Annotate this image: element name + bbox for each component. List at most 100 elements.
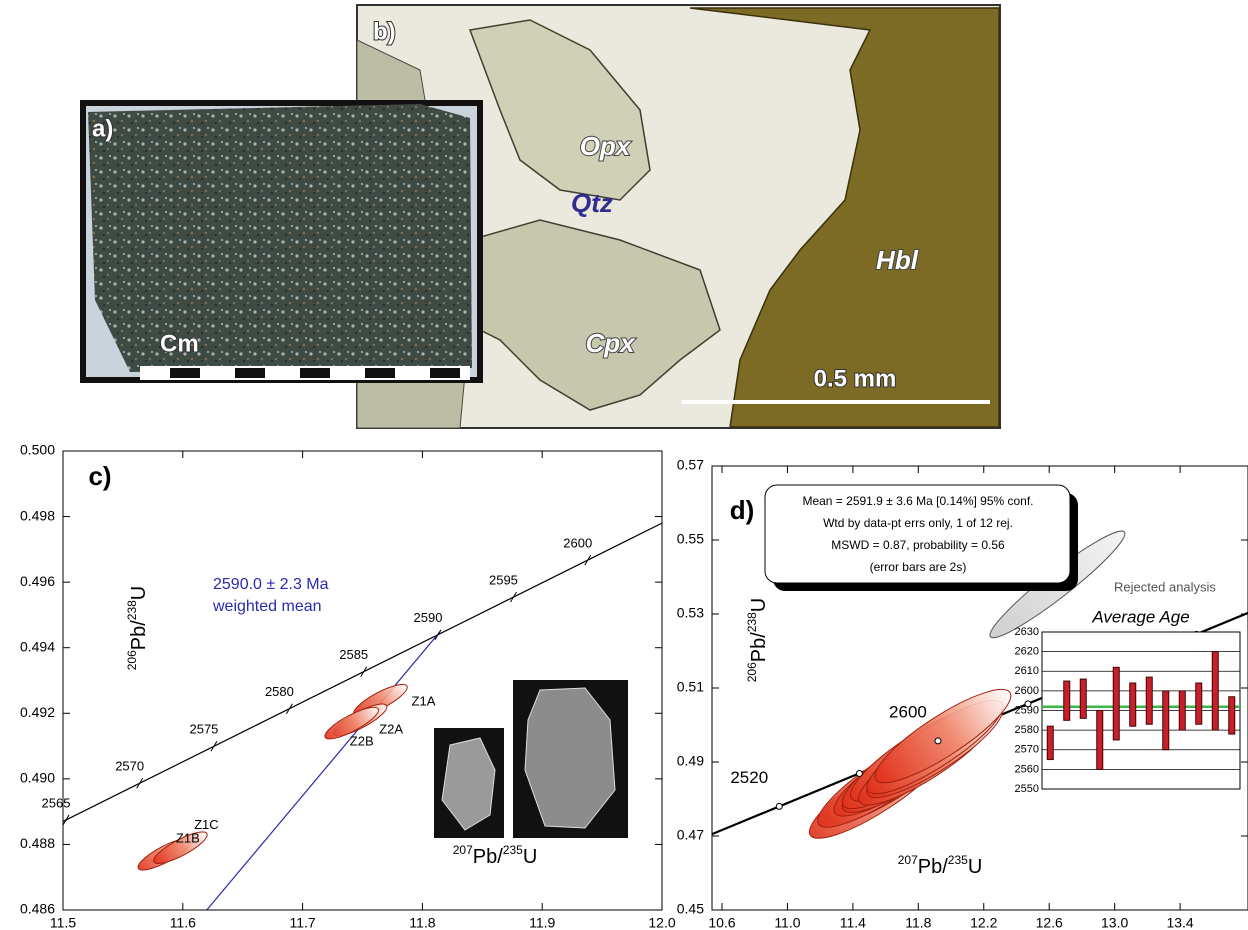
axis-label-part: 238 [745,612,759,632]
x-tick-label: 11.8 [409,915,435,930]
ellipse-label: Z1B [176,831,200,846]
rejected-label: Rejected analysis [1114,579,1216,594]
axis-label-part: 207 [453,843,473,857]
error-bar [1130,683,1136,726]
y-tick-label: 0.490 [20,770,55,786]
age-label: 2520 [730,768,768,787]
age-tick [137,778,143,788]
ellipse-label: Z2B [350,734,374,749]
error-bar [1179,691,1185,730]
panel-label: a) [92,115,113,142]
age-tick [63,815,69,825]
concordia-node [856,770,862,776]
concordia-node [776,803,782,809]
x-tick-label: 11.8 [905,915,931,930]
concordia-node [935,738,941,744]
y-tick-label: 2620 [1015,646,1039,658]
inset-title: Average Age [1091,607,1189,626]
error-bar [1163,691,1169,750]
y-tick-label: 0.47 [677,827,704,843]
age-label: 2580 [265,684,294,699]
axis-label-part: 207 [898,853,918,867]
y-tick-label: 2600 [1015,685,1039,697]
age-tick [435,630,441,640]
age-tick [361,667,367,677]
y-tick-label: 0.51 [677,679,704,695]
axis-label-part: 206 [125,650,139,670]
axis-label-part: 238 [125,600,139,620]
age-tick [510,592,516,602]
error-bar [1080,679,1086,718]
figure: b) Opx Qtz Hbl Cpx 0.5 mm a) Cm 25652570… [0,0,1248,930]
error-bar [1097,711,1103,770]
sample-label: Cm [160,330,199,357]
y-tick-label: 0.486 [20,901,55,917]
axis-label-part: U [748,598,770,612]
x-tick-label: 12.2 [970,915,997,930]
y-tick-label: 0.500 [20,442,55,458]
error-bar [1146,677,1152,724]
age-label: 2570 [115,759,144,774]
age-label: 2600 [889,702,927,721]
y-tick-label: 0.496 [20,573,55,589]
stats-text: Mean = 2591.9 ± 3.6 Ma [0.14%] 95% conf. [802,494,1033,508]
axis-label-part: Pb/ [748,632,770,662]
axis-label-part: Pb/ [918,856,948,878]
y-tick-label: 2570 [1015,744,1039,756]
axis-label-part: 235 [948,853,968,867]
zircon [525,688,615,828]
y-tick-label: 0.494 [20,638,55,654]
axis-label-part: U [523,846,537,868]
data-ellipse [865,676,1021,797]
y-tick-label: 2610 [1015,665,1039,677]
annotation: weighted mean [212,598,322,615]
panel-label: d) [730,495,755,525]
annotation: 2590.0 ± 2.3 Ma [213,576,329,593]
axis-label-part: 235 [503,843,523,857]
error-bar [1229,697,1235,734]
mineral-label: Cpx [585,328,636,358]
age-tick [585,555,591,565]
rock [88,104,472,372]
x-tick-label: 11.9 [529,915,555,930]
y-tick-label: 0.498 [20,507,55,523]
panel-a: a) Cm [80,100,483,383]
age-label: 2575 [189,722,218,737]
age-label: 2585 [339,647,368,662]
age-label: 2565 [42,795,71,810]
age-label: 2595 [489,573,518,588]
y-tick-label: 0.53 [677,605,704,621]
y-tick-label: 0.57 [677,457,704,473]
y-tick-label: 0.55 [677,531,704,547]
axis-label: 207Pb/235U [453,843,538,868]
y-tick-label: 2560 [1015,763,1039,775]
mineral-label: Hbl [876,245,919,275]
x-tick-label: 11.4 [840,915,866,930]
axis-label-part: 206 [745,662,759,682]
axis-label-part: U [128,586,150,600]
axis-label: 206Pb/238U [125,586,150,671]
error-bar [1113,667,1119,740]
y-tick-label: 0.488 [20,835,55,851]
discordia [207,631,441,910]
age-tick [211,741,217,751]
ellipse-label: Z1A [412,694,436,709]
error-bar [1196,683,1202,724]
x-tick-label: 13.4 [1166,915,1193,930]
y-tick-label: 2550 [1015,783,1039,795]
x-tick-label: 12.0 [648,915,675,930]
y-tick-label: 0.492 [20,704,55,720]
mineral-label: Opx [580,131,632,161]
x-tick-label: 11.7 [289,915,315,930]
y-tick-label: 0.45 [677,901,704,917]
stats-text: MSWD = 0.87, probability = 0.56 [831,538,1005,552]
x-tick-label: 11.5 [50,915,76,930]
x-tick-label: 11.6 [170,915,196,930]
y-tick-label: 2580 [1015,724,1039,736]
age-label: 2590 [414,610,443,625]
mineral-label: Qtz [571,188,613,218]
sem-images [434,680,628,838]
y-tick-label: 2590 [1015,704,1039,716]
axis-label-part: Pb/ [473,846,503,868]
panel-label: c) [88,461,111,491]
